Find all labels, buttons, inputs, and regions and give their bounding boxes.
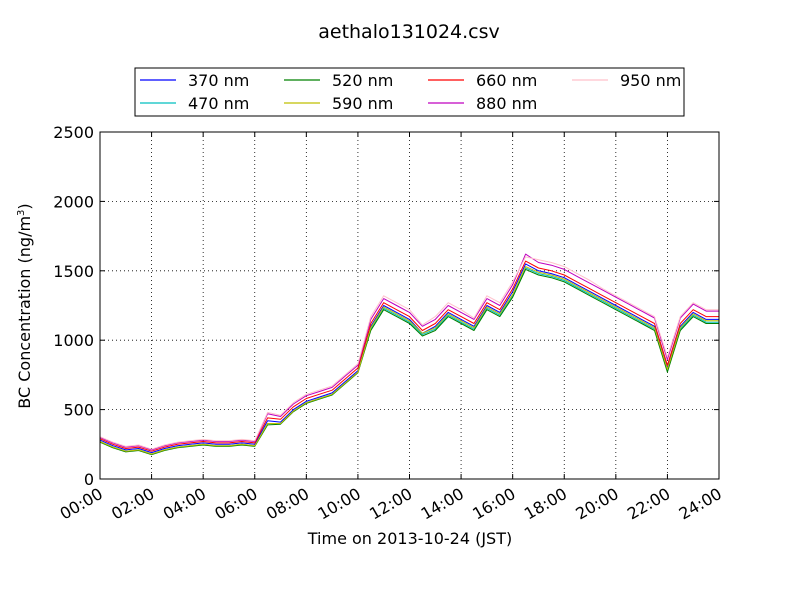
y-tick-label: 500 bbox=[63, 401, 94, 420]
series-line-880-nm bbox=[99, 253, 719, 451]
series-line-520-nm bbox=[99, 268, 719, 456]
y-axis-label: BC Concentration (ng/m3) bbox=[15, 203, 34, 408]
y-tick-label: 1500 bbox=[53, 262, 94, 281]
legend-label: 370 nm bbox=[188, 71, 249, 90]
y-tick-label: 2000 bbox=[53, 192, 94, 211]
axis-ticks bbox=[99, 131, 720, 480]
chart-title: aethalo131024.csv bbox=[318, 21, 500, 43]
series-line-590-nm bbox=[99, 266, 719, 455]
y-tick-labels: 0 500 1000 1500 2000 2500 bbox=[53, 123, 94, 489]
series-line-660-nm bbox=[99, 260, 719, 452]
y-tick-label: 1000 bbox=[53, 331, 94, 350]
series-line-370-nm bbox=[99, 263, 719, 454]
legend-label: 660 nm bbox=[476, 71, 537, 90]
x-axis-label: Time on 2013-10-24 (JST) bbox=[307, 529, 512, 548]
legend: 370 nm 470 nm 520 nm 590 nm 660 nm 880 nm 950 … bbox=[134, 67, 685, 117]
legend-label: 520 nm bbox=[332, 71, 393, 90]
y-tick-label: 0 bbox=[84, 470, 94, 489]
legend-label: 470 nm bbox=[188, 94, 249, 113]
legend-label: 880 nm bbox=[476, 94, 537, 113]
legend-label: 590 nm bbox=[332, 94, 393, 113]
legend-box bbox=[134, 67, 685, 117]
legend-label: 950 nm bbox=[620, 71, 681, 90]
y-tick-label: 2500 bbox=[53, 123, 94, 142]
series-line-950-nm bbox=[99, 256, 719, 450]
series-lines bbox=[99, 253, 719, 456]
